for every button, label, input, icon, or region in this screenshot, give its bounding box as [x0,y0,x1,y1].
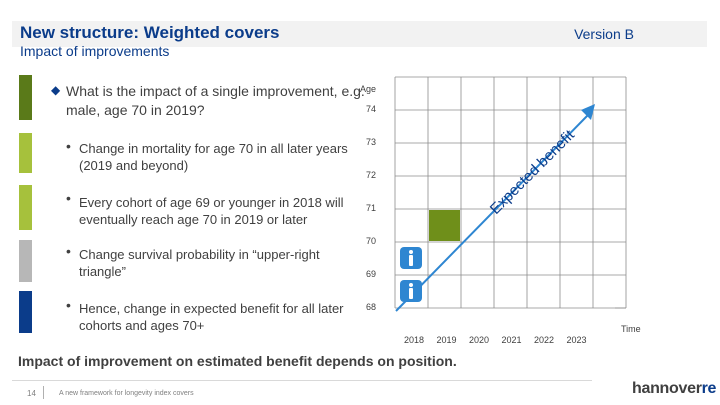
year-tick-label: 2021 [502,335,522,345]
age-tick-label: 68 [366,302,376,312]
hannover-re-logo: hannoverre [632,380,716,398]
bullet-text-1: Change in mortality for age 70 in all la… [79,141,348,173]
bullet-bar-2 [19,185,32,230]
page-title: New structure: Weighted covers [20,23,280,42]
age-tick-label: 70 [366,236,376,246]
footer-separator [43,386,44,399]
year-tick-label: 2022 [534,335,554,345]
year-tick-label: 2020 [469,335,489,345]
logo-main-text: hannover [632,380,702,397]
person-icon [400,280,422,302]
bullet-dot-icon: • [66,190,71,206]
person-icon-body [409,255,413,266]
year-tick-label: 2023 [567,335,587,345]
bullet-text-3: Change survival probability in “upper-ri… [79,247,320,279]
footer-divider [12,380,592,381]
footer-text: A new framework for longevity index cove… [59,390,194,397]
age-tick-label: 71 [366,203,376,213]
page-subtitle: Impact of improvements [20,43,170,59]
age-tick-label: 73 [366,137,376,147]
time-axis-title: Time [621,324,641,334]
diagram-grid: 74 73 72 71 70 69 68 2018 2019 2020 2021 2022 2023 Ex… [366,76,627,345]
expected-benefit-label: Expected benefit [487,126,579,218]
bullet-text-4: Hence, change in expected benefit for al… [79,301,344,333]
highlight-cell [429,210,460,241]
bullet-bar-3 [19,240,32,282]
bullet-bar-1 [19,133,32,173]
expected-benefit-arrow [395,114,589,312]
year-tick-label: 2019 [437,335,457,345]
page-number: 14 [27,389,36,398]
age-tick-label: 74 [366,104,376,114]
version-label: Version B [574,26,634,42]
person-icon [400,247,422,269]
person-icon-body [409,288,413,299]
bullet-dot-icon: • [66,138,71,154]
question-text: What is the impact of a single improveme… [66,83,365,118]
logo-accent-text: re [701,380,717,397]
age-tick-label: 72 [366,170,376,180]
age-tick-label: 69 [366,269,376,279]
bullet-text-2: Every cohort of age 69 or younger in 201… [79,195,344,227]
year-tick-label: 2018 [404,335,424,345]
person-icon-head [409,283,413,287]
arrow-head-icon [581,104,595,120]
person-icon-head [409,250,413,254]
bullet-bar-4 [19,291,32,333]
bullet-dot-icon: • [66,297,71,313]
bullet-dot-icon: • [66,243,71,259]
diamond-bullet-icon: ◆ [51,83,61,97]
question-bar [19,75,32,120]
conclusion-text: Impact of improvement on estimated benef… [18,353,457,369]
header-band [12,21,707,47]
